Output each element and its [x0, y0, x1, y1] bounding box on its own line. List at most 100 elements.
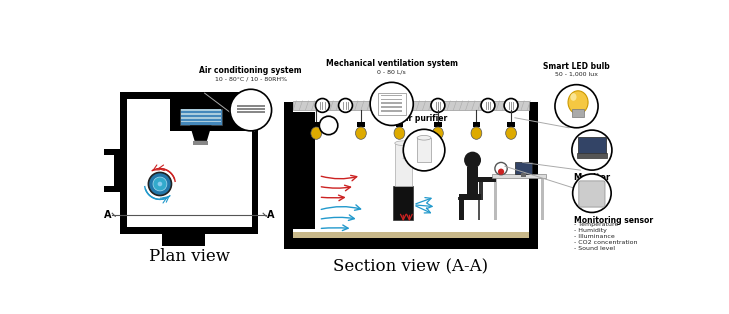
Text: Section view (A-A): Section view (A-A): [333, 259, 488, 276]
Circle shape: [481, 99, 495, 112]
Circle shape: [153, 177, 167, 191]
Circle shape: [498, 169, 504, 175]
Circle shape: [157, 182, 163, 186]
Text: Smart LED bulb: Smart LED bulb: [543, 62, 610, 71]
Circle shape: [316, 99, 330, 112]
Bar: [313, 122, 320, 127]
Bar: [237, 111, 265, 113]
Text: Monitoring sensor: Monitoring sensor: [574, 215, 653, 225]
Bar: [104, 155, 114, 186]
Bar: [541, 178, 544, 220]
Bar: [237, 105, 265, 107]
Bar: [182, 121, 221, 122]
Bar: [434, 122, 442, 127]
Bar: [182, 109, 221, 111]
Circle shape: [149, 172, 171, 196]
Circle shape: [431, 99, 445, 112]
Bar: [381, 95, 402, 96]
Text: - Temperature: - Temperature: [574, 222, 619, 227]
Text: 50 - 1,000 lux: 50 - 1,000 lux: [555, 72, 598, 77]
Circle shape: [403, 129, 445, 171]
Bar: [478, 200, 480, 220]
Bar: [459, 194, 481, 200]
Bar: [381, 102, 402, 104]
Bar: [293, 101, 529, 110]
Bar: [393, 186, 413, 220]
Bar: [477, 177, 496, 182]
Bar: [357, 122, 364, 127]
Text: - Humidity: - Humidity: [574, 228, 607, 233]
Text: 0 - 80 L/s: 0 - 80 L/s: [378, 70, 406, 75]
Text: 10 - 80°C / 10 - 80RH%: 10 - 80°C / 10 - 80RH%: [215, 77, 286, 82]
Text: - Sound level: - Sound level: [574, 246, 615, 251]
Bar: [458, 197, 483, 200]
Bar: [480, 177, 483, 200]
Ellipse shape: [506, 127, 516, 139]
Bar: [396, 122, 403, 127]
Bar: [515, 162, 532, 174]
Circle shape: [495, 162, 507, 175]
Bar: [180, 109, 222, 126]
Bar: [395, 143, 412, 186]
Ellipse shape: [394, 127, 405, 139]
Bar: [127, 99, 252, 227]
Polygon shape: [190, 126, 211, 141]
Bar: [492, 174, 546, 178]
Ellipse shape: [471, 127, 482, 139]
Bar: [293, 111, 315, 230]
Text: - CO2 concentration: - CO2 concentration: [574, 240, 638, 245]
Bar: [472, 122, 480, 127]
Bar: [378, 93, 405, 115]
Bar: [381, 110, 402, 111]
Bar: [459, 199, 464, 220]
Circle shape: [338, 99, 352, 112]
Circle shape: [573, 174, 611, 213]
Text: A: A: [267, 210, 275, 220]
Bar: [577, 153, 607, 158]
Circle shape: [504, 99, 518, 112]
Bar: [572, 109, 584, 117]
Text: Mechanical ventilation system: Mechanical ventilation system: [326, 59, 458, 68]
Bar: [163, 233, 205, 246]
Bar: [193, 141, 208, 145]
Ellipse shape: [395, 141, 412, 145]
Bar: [104, 149, 121, 192]
Circle shape: [230, 89, 272, 131]
Circle shape: [464, 152, 481, 169]
Bar: [284, 102, 293, 249]
Ellipse shape: [568, 91, 588, 114]
Bar: [120, 92, 259, 234]
Bar: [578, 137, 606, 154]
Text: - Illuminance: - Illuminance: [574, 234, 615, 239]
Circle shape: [572, 130, 612, 170]
Ellipse shape: [356, 127, 366, 139]
Ellipse shape: [311, 127, 321, 139]
Text: Plan view: Plan view: [149, 248, 230, 265]
Circle shape: [555, 85, 598, 128]
Text: Monitor: Monitor: [573, 173, 610, 182]
FancyBboxPatch shape: [579, 181, 605, 207]
Bar: [284, 238, 538, 249]
Bar: [381, 99, 402, 100]
Bar: [494, 178, 497, 220]
Bar: [170, 92, 252, 131]
Bar: [529, 102, 538, 249]
Ellipse shape: [432, 127, 443, 139]
Bar: [467, 167, 478, 194]
Bar: [417, 138, 431, 162]
Bar: [507, 122, 515, 127]
Bar: [182, 113, 221, 115]
Bar: [237, 108, 265, 110]
Bar: [381, 106, 402, 108]
Ellipse shape: [417, 135, 431, 140]
Circle shape: [319, 116, 338, 135]
Bar: [182, 117, 221, 118]
Circle shape: [370, 82, 413, 126]
Ellipse shape: [570, 93, 577, 101]
Bar: [461, 200, 464, 220]
Text: A: A: [104, 210, 112, 220]
Bar: [521, 173, 526, 177]
Text: Air conditioning system: Air conditioning system: [200, 66, 302, 75]
Bar: [284, 232, 538, 238]
Text: Air purifier: Air purifier: [400, 114, 448, 123]
